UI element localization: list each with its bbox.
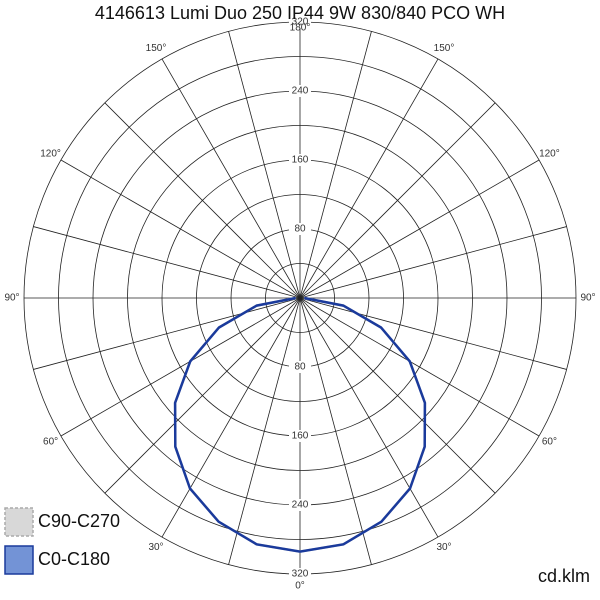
radial-line [299,297,439,538]
r-tick-bg [289,499,311,511]
r-tick-bg [289,430,311,442]
radial-line [299,297,540,437]
radial-line [60,159,301,299]
legend-label: C0-C180 [38,549,110,569]
curves [173,296,427,553]
r-tick-bg [289,568,311,580]
r-tick-label: 80 [294,362,306,373]
r-tick-label: 160 [292,155,309,166]
legend-label: C90-C270 [38,511,120,531]
r-tick-bg [289,361,311,373]
radial-line [299,297,496,494]
radial-line [299,102,496,299]
radial-line [33,226,301,299]
r-tick-label: 320 [292,569,309,580]
radial-line [104,297,301,494]
radial-line [161,58,301,299]
radial-line [228,31,301,299]
radial-line [60,297,301,437]
r-tick-bg [289,85,311,97]
intensity-curve [173,296,427,553]
unit-label: cd.klm [538,566,590,586]
radial-line [299,297,372,565]
r-tick-label: 320 [292,17,309,28]
radial-line [299,159,540,299]
radial-line [161,297,301,538]
radial-line [299,226,567,299]
radial-line [299,297,567,370]
legend-swatch [4,507,34,537]
angle-tick-label: 150° [146,43,167,54]
r-tick-label: 240 [292,86,309,97]
r-tick-bg [289,154,311,166]
r-tick-label: 240 [292,500,309,511]
angle-tick-label: 90° [580,293,595,304]
angle-tick-label: 30° [148,542,163,553]
radial-line [299,58,439,299]
radial-line [299,31,372,299]
r-tick-bg [289,16,311,28]
angle-tick-label: 120° [40,149,61,160]
radial-line [228,297,301,565]
r-tick-label: 80 [294,224,306,235]
angle-tick-label: 60° [43,437,58,448]
radial-line [33,297,301,370]
r-tick-label: 160 [292,431,309,442]
angle-tick-label: 60° [542,437,557,448]
angle-tick-label: 30° [436,542,451,553]
radial-line [104,102,301,299]
angle-tick-label: 150° [434,43,455,54]
grid [23,21,577,575]
r-tick-bg [289,223,311,235]
angle-tick-label: 90° [4,293,19,304]
angle-tick-label: 0° [295,581,305,592]
chart-title: 4146613 Lumi Duo 250 IP44 9W 830/840 PCO… [95,3,505,23]
legend-swatch [4,545,34,575]
angle-tick-label: 180° [290,23,311,34]
angle-tick-label: 120° [539,149,560,160]
